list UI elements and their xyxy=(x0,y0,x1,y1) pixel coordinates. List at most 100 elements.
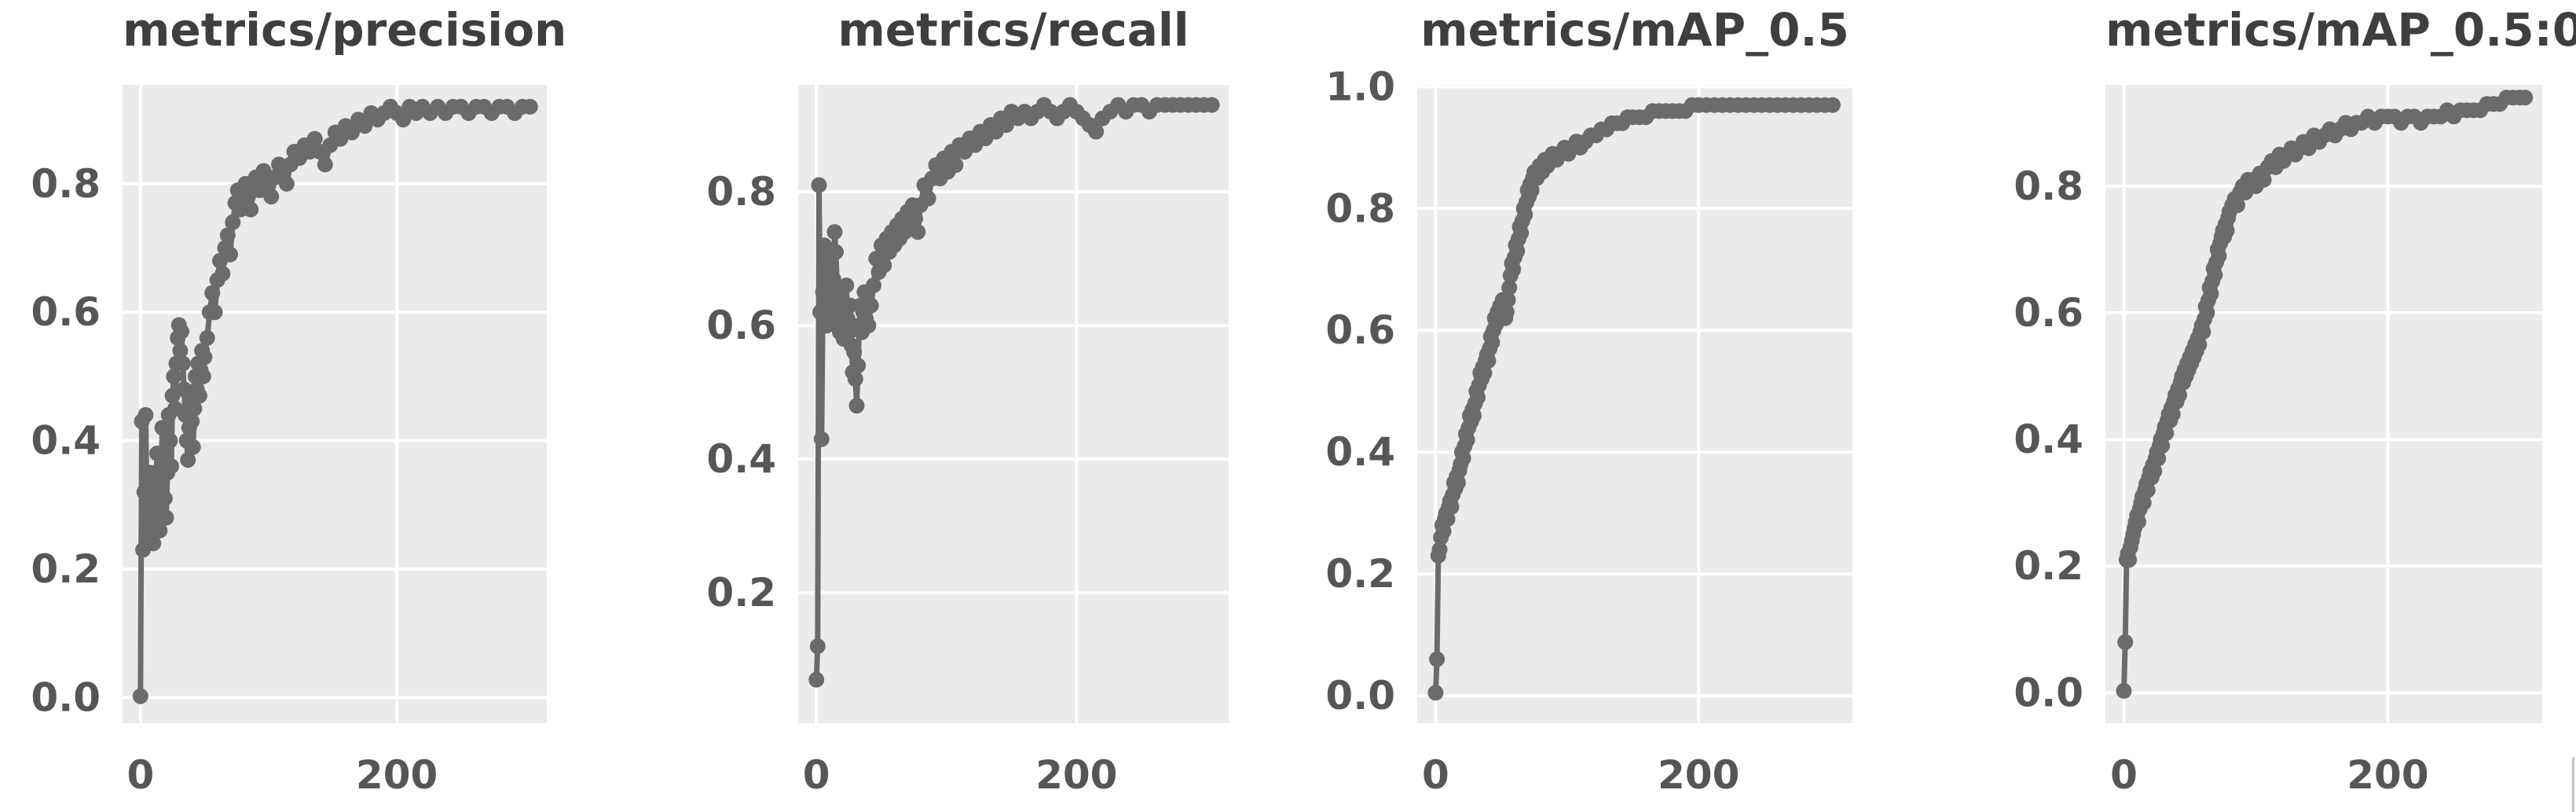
data-point xyxy=(522,98,538,115)
data-point xyxy=(2191,336,2208,353)
data-point xyxy=(214,266,231,282)
data-point xyxy=(174,355,191,372)
data-point xyxy=(2211,248,2227,264)
data-point xyxy=(876,257,892,274)
data-point xyxy=(860,318,877,334)
data-point xyxy=(2158,425,2175,442)
data-point xyxy=(1501,280,1518,296)
data-point xyxy=(1500,292,1516,308)
data-point xyxy=(2207,266,2223,283)
data-point xyxy=(947,157,964,173)
y-tick-label: 0.2 xyxy=(2014,543,2083,589)
data-point xyxy=(278,175,295,192)
data-point xyxy=(838,277,855,294)
chart-title-recall: metrics/recall xyxy=(837,3,1189,57)
data-point xyxy=(846,344,863,361)
data-point xyxy=(2139,482,2156,498)
chart-panel-precision: metrics/precision 0.0 0.2 0.4 0.6 0.8 0 200 xyxy=(0,0,644,812)
data-point xyxy=(2255,171,2272,188)
data-point xyxy=(2195,324,2211,340)
data-point xyxy=(332,130,349,147)
data-point xyxy=(1449,475,1466,491)
data-point xyxy=(163,458,179,475)
data-point xyxy=(1431,542,1448,558)
y-tick-label: 0.4 xyxy=(2014,417,2083,462)
data-point xyxy=(2517,90,2534,106)
data-point xyxy=(395,112,412,128)
data-point xyxy=(1498,304,1515,320)
data-point xyxy=(191,388,207,404)
data-point xyxy=(1523,182,1540,198)
data-point xyxy=(2146,463,2163,479)
data-point xyxy=(808,671,825,688)
data-point xyxy=(848,398,865,414)
data-point xyxy=(166,368,182,384)
y-tick-label: 0.8 xyxy=(2014,164,2083,209)
data-point xyxy=(847,371,863,388)
data-point xyxy=(219,227,236,244)
data-point xyxy=(863,297,879,314)
data-point xyxy=(813,431,830,447)
precision-chart-canvas: 0.0 0.2 0.4 0.6 0.8 0 200 xyxy=(31,85,547,798)
data-point xyxy=(866,277,881,294)
data-point xyxy=(826,224,843,241)
data-point xyxy=(2154,438,2171,454)
y-tick-label: 0.4 xyxy=(31,418,101,464)
data-point xyxy=(910,224,926,241)
data-point xyxy=(180,452,196,468)
data-point xyxy=(207,304,223,321)
data-point xyxy=(137,406,154,423)
y-tick-label: 0.2 xyxy=(706,570,776,615)
y-tick-label: 0.8 xyxy=(1325,186,1395,231)
data-point xyxy=(1429,651,1446,667)
data-point xyxy=(811,177,827,193)
y-tick-label: 0.4 xyxy=(1325,429,1395,475)
data-point xyxy=(195,368,211,384)
data-point xyxy=(1459,432,1475,448)
data-point xyxy=(152,522,168,538)
data-point xyxy=(2171,387,2188,403)
data-point xyxy=(172,343,189,359)
data-point xyxy=(174,323,189,340)
data-point xyxy=(1517,207,1534,222)
data-point xyxy=(156,491,173,507)
x-tick-label: 0 xyxy=(2110,752,2138,798)
data-point xyxy=(1427,685,1444,701)
data-point xyxy=(158,509,174,526)
data-point xyxy=(184,413,200,430)
chart-title-map50: metrics/mAP_0.5 xyxy=(1420,3,1849,57)
y-tick-label: 0.6 xyxy=(2014,290,2083,336)
data-point xyxy=(2203,285,2219,302)
data-point xyxy=(132,688,148,704)
data-point xyxy=(196,349,213,366)
data-point xyxy=(2121,552,2138,568)
data-point xyxy=(263,189,280,205)
plot-background xyxy=(1417,85,1852,723)
y-tick-label: 0.8 xyxy=(706,169,776,215)
data-point xyxy=(2230,197,2245,214)
data-point xyxy=(1435,523,1452,539)
data-point xyxy=(243,201,259,218)
data-point xyxy=(255,163,272,179)
data-point xyxy=(306,130,323,147)
data-point xyxy=(1455,450,1471,466)
x-tick-label: 200 xyxy=(2347,752,2428,798)
data-point xyxy=(850,358,867,374)
data-point xyxy=(1480,353,1497,369)
x-tick-label: 0 xyxy=(1422,752,1449,798)
data-point xyxy=(1484,334,1501,351)
screen-edge-artifact xyxy=(2572,757,2574,812)
data-point xyxy=(920,190,936,207)
data-point xyxy=(1470,389,1486,406)
data-point xyxy=(1088,123,1105,140)
data-point xyxy=(317,156,333,173)
y-tick-label: 1.0 xyxy=(1325,64,1395,109)
y-tick-label: 0.2 xyxy=(31,546,101,592)
data-point xyxy=(1513,225,1530,241)
data-point xyxy=(2199,305,2215,321)
y-tick-label: 0.6 xyxy=(31,289,101,335)
data-point xyxy=(2135,494,2152,511)
data-point xyxy=(2164,406,2181,422)
data-point xyxy=(1509,243,1526,259)
